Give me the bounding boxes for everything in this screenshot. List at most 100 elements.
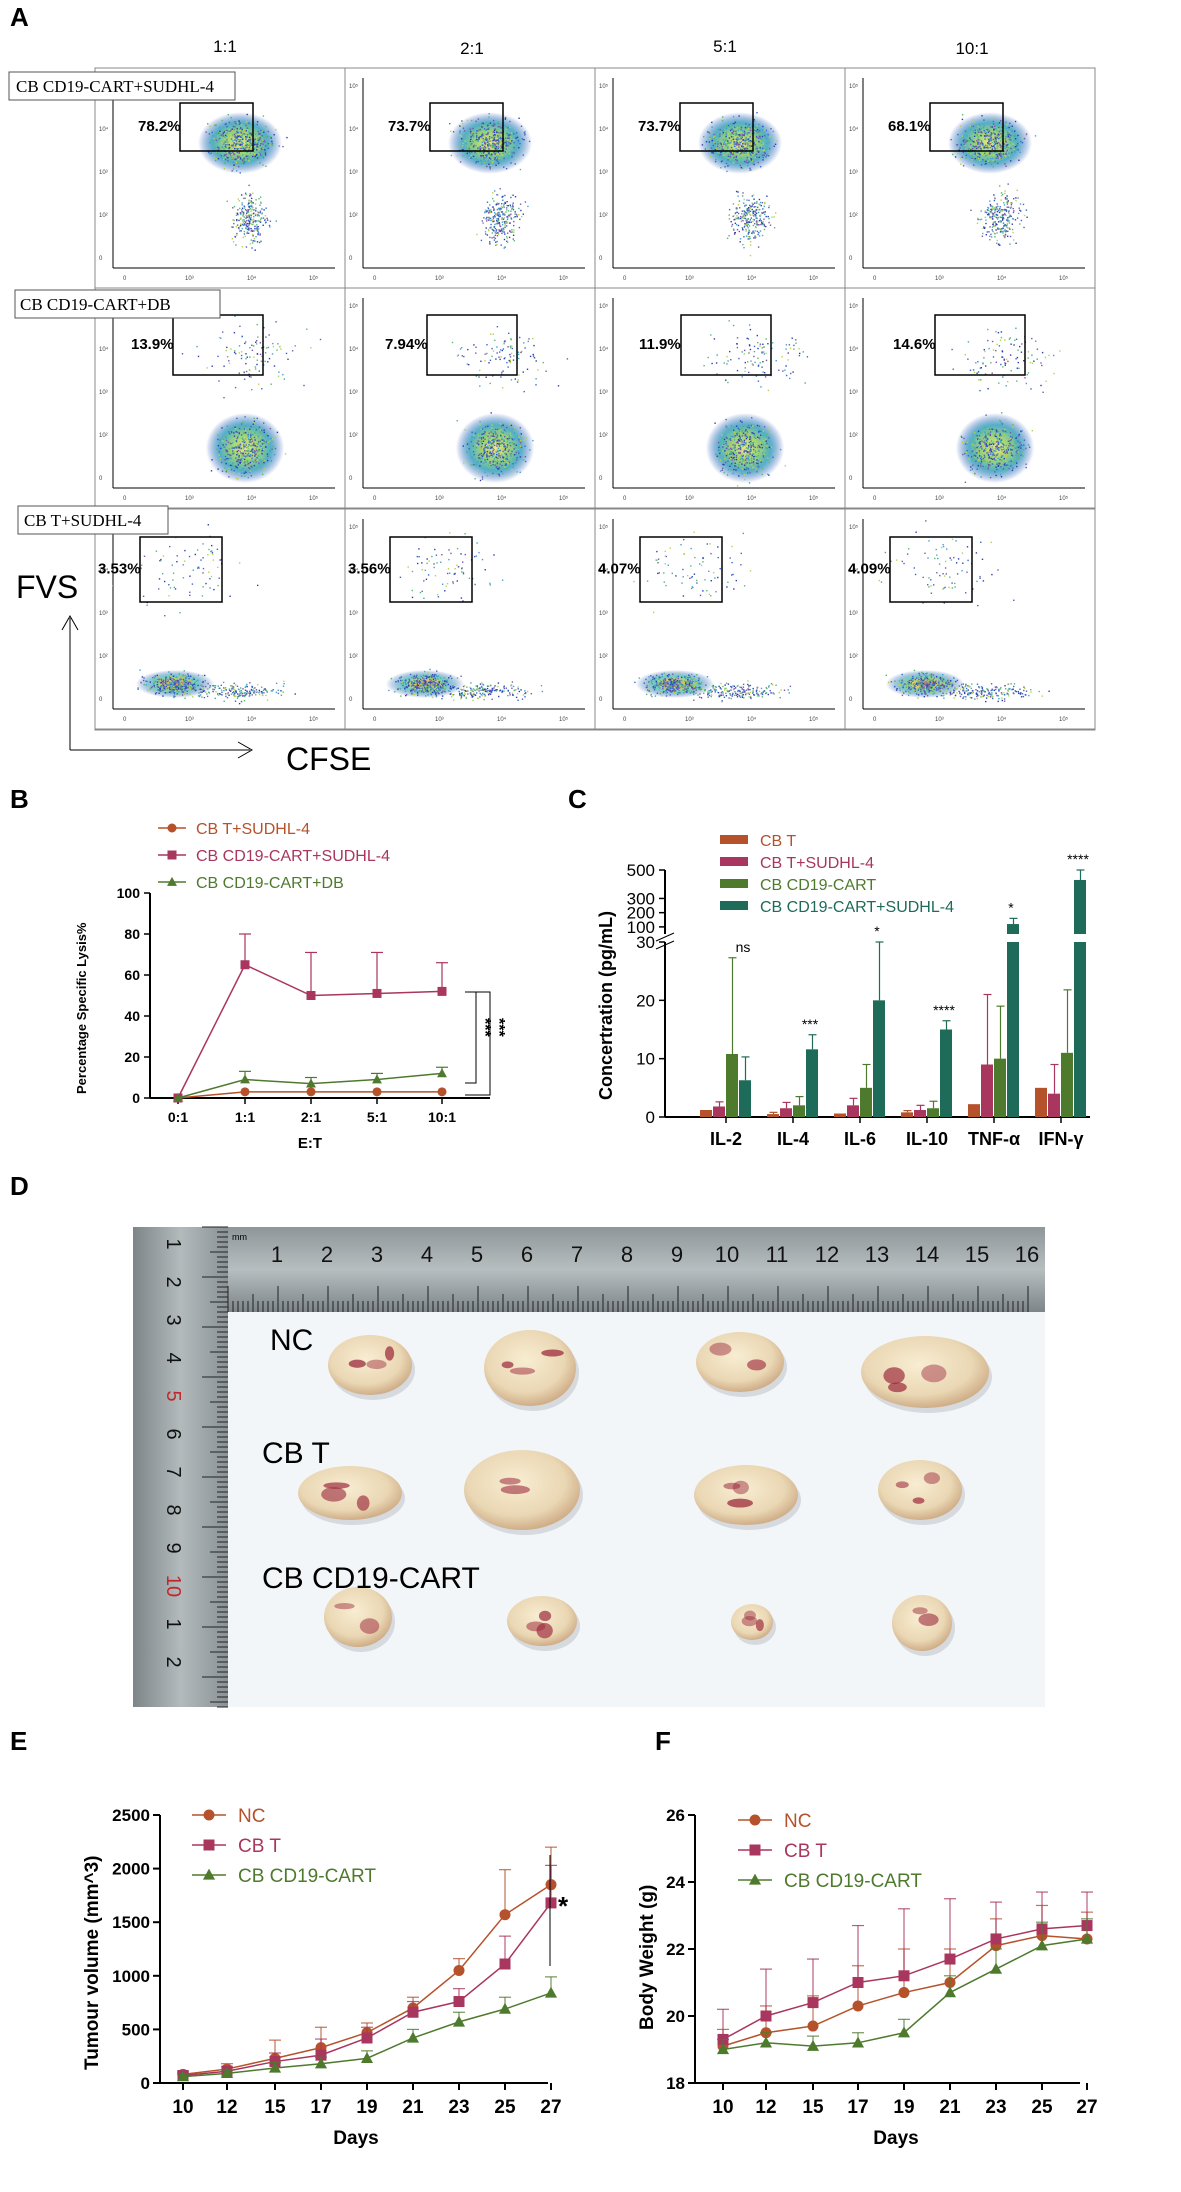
flow-dot <box>748 230 751 232</box>
flow-dot <box>770 128 772 130</box>
flow-dot <box>490 412 492 414</box>
flow-dot <box>225 146 228 149</box>
flow-dot <box>751 231 753 234</box>
flow-dot <box>248 131 250 133</box>
flow-dot <box>231 464 233 467</box>
flow-dot <box>480 155 482 157</box>
flow-dot <box>762 467 764 469</box>
flow-dot <box>225 149 227 151</box>
flow-dot <box>1002 227 1004 229</box>
flow-dot <box>246 216 248 218</box>
flow-dot <box>236 234 238 237</box>
flow-dot <box>514 447 517 449</box>
flow-dot <box>500 218 503 221</box>
flow-dot <box>989 217 992 219</box>
flow-dot <box>722 444 724 447</box>
flow-dot <box>488 152 490 155</box>
flow-dot <box>506 457 508 460</box>
flow-dot <box>995 474 997 477</box>
flow-dot <box>1015 149 1018 151</box>
flow-dot <box>747 431 749 433</box>
flow-dot <box>492 452 494 455</box>
flow-dot <box>494 153 496 155</box>
flow-dot <box>255 229 257 231</box>
flow-dot <box>263 327 265 329</box>
flow-dot <box>513 152 515 154</box>
flow-dot <box>749 167 751 169</box>
flow-dot <box>504 202 507 204</box>
flow-dot <box>1013 210 1015 212</box>
flow-dot <box>742 445 744 447</box>
flow-dot <box>480 440 483 442</box>
flow-dot <box>752 203 754 205</box>
flow-dot <box>510 196 512 199</box>
flow-dot <box>260 155 263 157</box>
flow-dot <box>222 135 225 137</box>
flow-plot-frame <box>94 67 346 289</box>
flow-dot <box>983 151 985 154</box>
flow-dot <box>258 148 260 151</box>
flow-dot <box>247 214 249 217</box>
flow-dot <box>503 150 505 152</box>
flow-dot <box>969 139 972 142</box>
flow-dot <box>240 452 243 454</box>
flow-dot <box>488 138 491 140</box>
flow-dot <box>483 449 485 451</box>
flow-dot <box>995 213 997 216</box>
flow-dot <box>467 148 470 150</box>
flow-dot <box>502 472 504 475</box>
flow-dot <box>748 427 751 429</box>
flow-dot <box>491 162 493 164</box>
flow-dot <box>259 219 261 222</box>
flow-gate-percent: 73.7% <box>388 118 431 135</box>
flow-dot <box>995 151 997 154</box>
flow-dot <box>976 452 978 454</box>
flow-dot <box>250 218 252 221</box>
flow-dot <box>252 223 255 225</box>
flow-dot <box>480 428 482 430</box>
flow-dot <box>755 212 758 214</box>
flow-dot <box>761 473 763 476</box>
flow-dot <box>744 462 746 464</box>
flow-dot <box>512 466 514 468</box>
flow-dot <box>242 197 245 200</box>
flow-dot <box>749 451 751 453</box>
flow-dot <box>999 154 1001 156</box>
flow-dot <box>714 422 716 424</box>
flow-dot <box>209 141 211 144</box>
flow-dot <box>745 459 747 461</box>
flow-dot <box>1008 152 1010 154</box>
flow-dot <box>236 460 238 463</box>
flow-dot <box>499 188 501 190</box>
flow-dot <box>741 421 743 423</box>
flow-dot <box>509 142 511 144</box>
flow-dot <box>709 138 711 140</box>
flow-dot <box>764 152 767 155</box>
flow-dot <box>755 375 758 377</box>
flow-dot <box>989 136 991 138</box>
flow-dot <box>749 437 752 439</box>
flow-dot <box>477 434 480 436</box>
flow-dot <box>749 219 752 221</box>
flow-dot <box>768 446 770 448</box>
flow-dot <box>989 161 991 163</box>
flow-dot <box>485 157 487 159</box>
flow-dot <box>498 158 500 160</box>
flow-dot <box>497 212 499 214</box>
flow-dot <box>753 433 755 435</box>
flow-dot <box>501 232 503 235</box>
flow-dot <box>992 448 994 450</box>
flow-dot <box>766 154 768 156</box>
flow-dot <box>273 453 276 456</box>
flow-dot <box>500 244 502 246</box>
flow-dot <box>481 449 484 451</box>
flow-dot <box>518 436 520 438</box>
flow-dot <box>239 459 242 461</box>
flow-dot <box>749 244 752 246</box>
flow-dot <box>754 202 756 204</box>
flow-dot <box>986 451 988 454</box>
flow-dot <box>219 439 221 441</box>
flow-dot <box>1004 228 1006 231</box>
flow-dot <box>234 136 236 138</box>
flow-dot <box>507 215 510 217</box>
